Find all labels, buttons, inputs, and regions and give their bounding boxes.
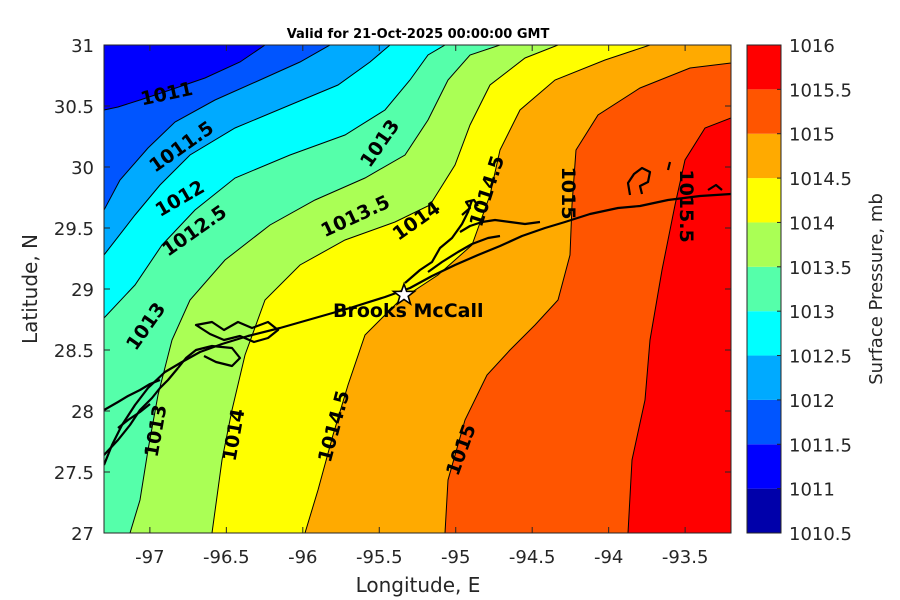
star-icon — [391, 281, 417, 306]
x-tick-label: -94.5 — [509, 547, 556, 568]
colorbar-band — [747, 133, 781, 179]
colorbar-band — [747, 311, 781, 356]
colorbar-tick-label: 1012.5 — [789, 347, 852, 368]
band-1011 — [104, 45, 266, 111]
x-axis-label: Longitude, E — [356, 573, 481, 597]
colorbar-tick-label: 1012 — [789, 391, 835, 412]
colorbar: 1010.5 1011 1011.5 1012 1012.5 1013 1013.5 1014… — [747, 36, 852, 545]
coastline — [104, 161, 731, 466]
colorbar-tick-label: 1013 — [789, 302, 835, 323]
x-tick-label: -95 — [441, 547, 470, 568]
colorbar-band — [747, 488, 781, 533]
colorbar-band — [747, 444, 781, 489]
colorbar-band — [747, 399, 781, 445]
y-tick-label: 27 — [71, 524, 94, 545]
colorbar-band — [747, 89, 781, 134]
colorbar-frame — [746, 44, 782, 534]
y-tick-label: 29.5 — [54, 219, 94, 240]
colorbar-tick-label: 1011.5 — [789, 435, 852, 456]
x-tick-label: -97 — [135, 547, 164, 568]
y-axis: 27 27.5 28 28.5 29 29.5 30 30.5 31 — [54, 36, 731, 545]
colorbar-tick-label: 1016 — [789, 36, 835, 57]
y-tick-label: 30 — [71, 158, 94, 179]
colorbar-band — [747, 178, 781, 223]
x-tick-label: -95.5 — [356, 547, 403, 568]
contour-label: 1015.5 — [675, 169, 697, 242]
colorbar-band — [747, 222, 781, 267]
station-label: Brooks McCall — [333, 300, 483, 322]
y-tick-label: 29 — [71, 280, 94, 301]
colorbar-tick-label: 1010.5 — [789, 524, 852, 545]
contour-label: 1015 — [557, 167, 579, 220]
colorbar-tick-label: 1015.5 — [789, 80, 852, 101]
y-tick-label: 28.5 — [54, 341, 94, 362]
x-tick-label: -96 — [288, 547, 317, 568]
colorbar-band — [747, 266, 781, 312]
colorbar-tick-label: 1014 — [789, 213, 835, 234]
colorbar-tick-label: 1011 — [789, 480, 835, 501]
colorbar-band — [747, 45, 781, 90]
y-axis-label: Latitude, N — [18, 234, 42, 344]
colorbar-tick-label: 1015 — [789, 125, 835, 146]
station-brooks-mccall — [391, 281, 417, 306]
plot-title: Valid for 21-Oct-2025 00:00:00 GMT — [287, 27, 550, 42]
y-tick-label: 28 — [71, 402, 94, 423]
colorbar-label: Surface Pressure, mb — [866, 193, 887, 385]
y-tick-label: 31 — [71, 36, 94, 57]
x-axis: -97 -96.5 -96 -95.5 -95 -94.5 -94 -93.5 — [135, 45, 708, 568]
colorbar-tick-label: 1014.5 — [789, 169, 852, 190]
x-tick-label: -94 — [594, 547, 623, 568]
y-tick-label: 30.5 — [54, 97, 94, 118]
y-tick-label: 27.5 — [54, 463, 94, 484]
colorbar-band — [747, 355, 781, 400]
x-tick-label: -96.5 — [203, 547, 250, 568]
colorbar-tick-label: 1013.5 — [789, 258, 852, 279]
x-tick-label: -93.5 — [662, 547, 709, 568]
map-plot-area — [104, 45, 731, 533]
